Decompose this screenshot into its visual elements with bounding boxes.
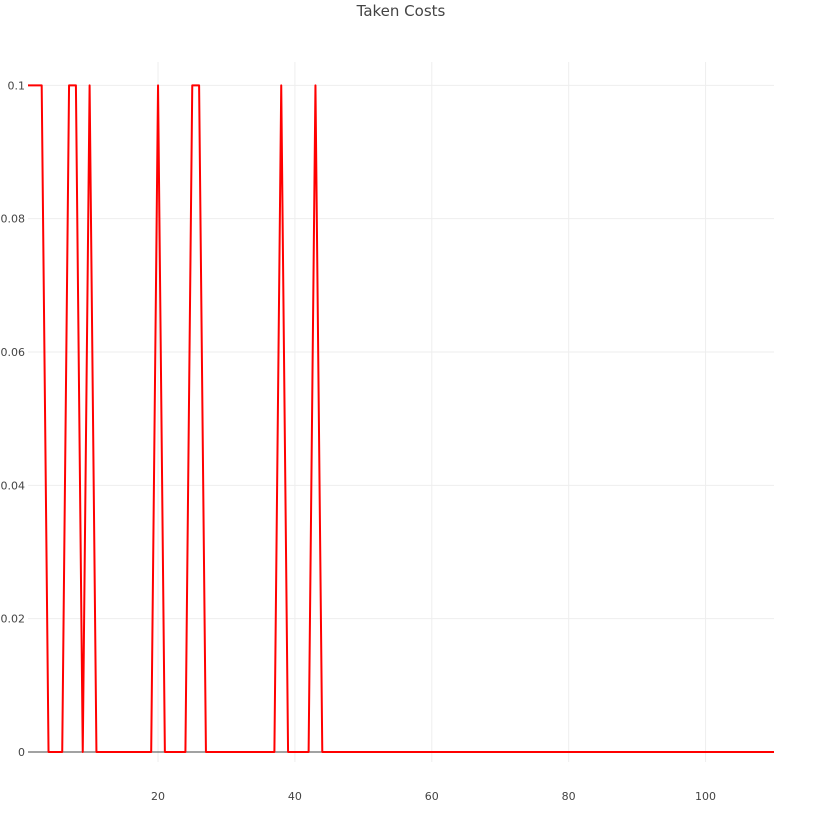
chart-title: Taken Costs bbox=[356, 2, 446, 20]
x-tick-label: 80 bbox=[562, 790, 576, 803]
y-axis-ticks: 0 0.02 0.04 0.06 0.08 0.1 bbox=[1, 79, 26, 759]
y-tick-label: 0 bbox=[18, 746, 25, 759]
grid-lines bbox=[28, 62, 774, 762]
x-tick-label: 60 bbox=[425, 790, 439, 803]
series-layer bbox=[28, 84, 774, 753]
y-tick-label: 0.1 bbox=[8, 79, 26, 92]
y-tick-label: 0.02 bbox=[1, 613, 26, 626]
x-tick-label: 20 bbox=[151, 790, 165, 803]
x-tick-label: 40 bbox=[288, 790, 302, 803]
y-tick-label: 0.06 bbox=[1, 346, 26, 359]
series-line bbox=[28, 84, 774, 753]
x-axis-ticks: 20 40 60 80 100 bbox=[151, 790, 716, 803]
y-tick-label: 0.04 bbox=[1, 479, 26, 492]
y-tick-label: 0.08 bbox=[1, 213, 26, 226]
x-tick-label: 100 bbox=[695, 790, 716, 803]
